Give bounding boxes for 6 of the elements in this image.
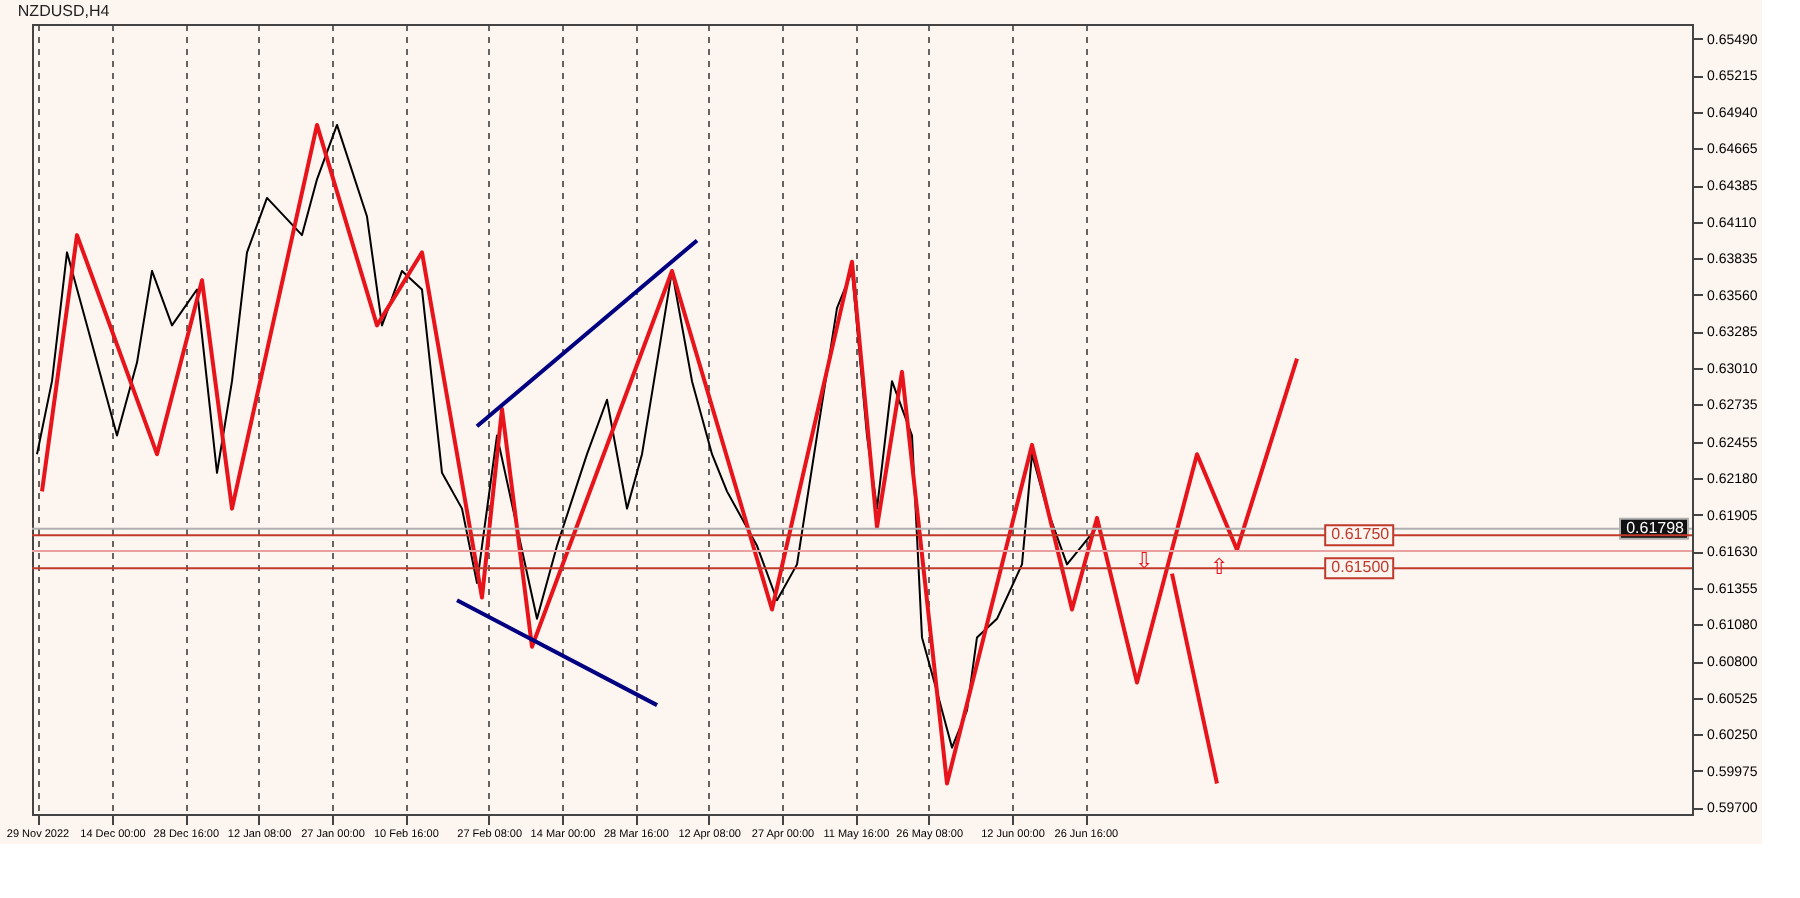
ref-line-label: 0.61500 bbox=[1331, 558, 1391, 577]
ref-line-label: 0.61798 bbox=[1626, 518, 1686, 537]
line-series bbox=[40, 122, 1299, 786]
ref-line-label: 0.61750 bbox=[1331, 525, 1391, 544]
line-series bbox=[36, 123, 1098, 749]
chart-title: NZDUSD,H4 bbox=[17, 2, 111, 20]
